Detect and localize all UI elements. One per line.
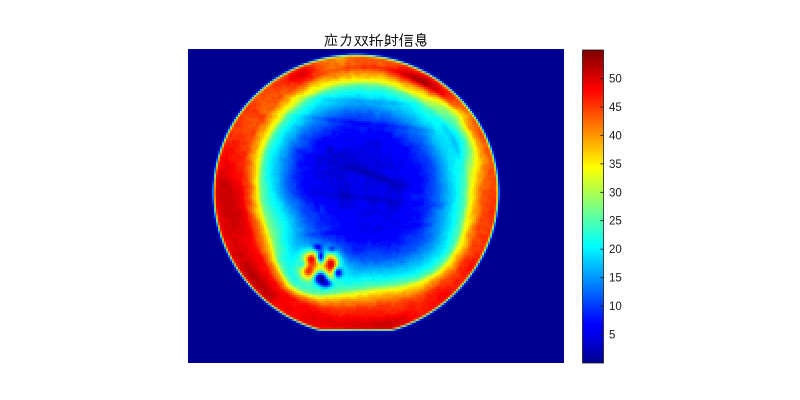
svg-text:30: 30 bbox=[609, 187, 622, 199]
svg-text:15: 15 bbox=[609, 273, 622, 285]
svg-text:25: 25 bbox=[609, 216, 622, 228]
svg-text:20: 20 bbox=[609, 244, 622, 256]
svg-text:45: 45 bbox=[609, 102, 622, 114]
svg-text:5: 5 bbox=[609, 330, 615, 342]
svg-text:10: 10 bbox=[609, 301, 622, 313]
svg-text:35: 35 bbox=[609, 159, 622, 171]
svg-text:40: 40 bbox=[609, 130, 622, 142]
svg-text:50: 50 bbox=[609, 73, 622, 85]
